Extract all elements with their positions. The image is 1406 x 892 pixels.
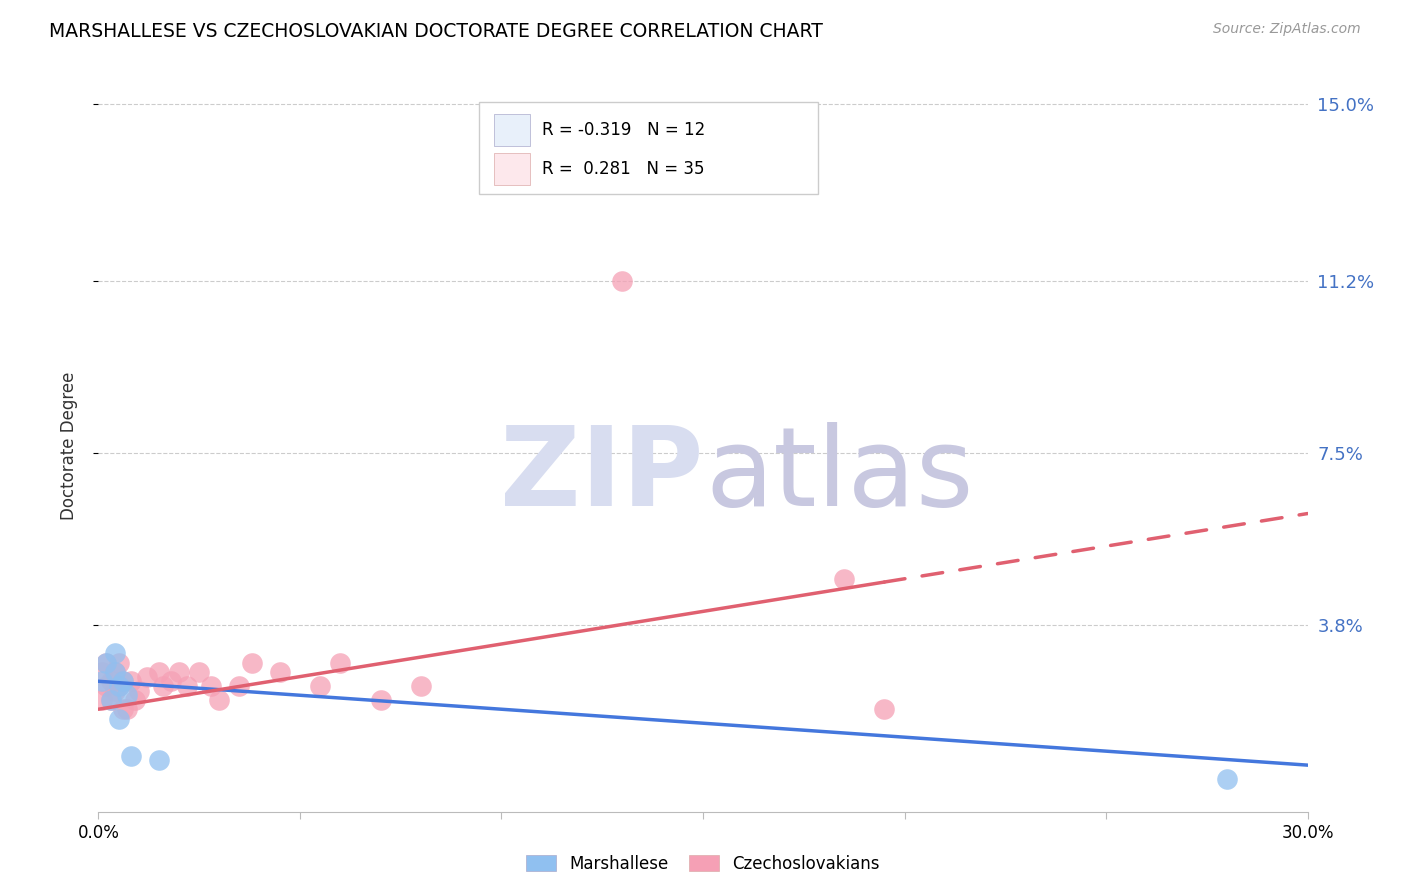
Point xyxy=(124,693,146,707)
Point xyxy=(370,693,392,707)
Point xyxy=(96,679,118,693)
Point xyxy=(107,712,129,726)
Point xyxy=(103,683,125,698)
Point xyxy=(103,665,125,679)
Text: R =  0.281   N = 35: R = 0.281 N = 35 xyxy=(543,160,704,178)
Point xyxy=(240,656,263,670)
Text: atlas: atlas xyxy=(706,422,974,529)
Point xyxy=(120,748,142,763)
Point xyxy=(309,679,332,693)
Point xyxy=(176,679,198,693)
Point xyxy=(612,274,634,288)
Point xyxy=(329,656,352,670)
Legend: Marshallese, Czechoslovakians: Marshallese, Czechoslovakians xyxy=(520,848,886,880)
Point xyxy=(200,679,222,693)
Text: Source: ZipAtlas.com: Source: ZipAtlas.com xyxy=(1213,22,1361,37)
Point xyxy=(115,702,138,716)
Text: R = -0.319   N = 12: R = -0.319 N = 12 xyxy=(543,121,706,139)
Point xyxy=(107,656,129,670)
FancyBboxPatch shape xyxy=(494,114,530,146)
Point xyxy=(91,693,114,707)
Point xyxy=(111,674,134,689)
FancyBboxPatch shape xyxy=(479,103,818,194)
Point xyxy=(167,665,190,679)
Point xyxy=(1216,772,1239,786)
Point xyxy=(228,679,250,693)
Point xyxy=(409,679,432,693)
Point xyxy=(91,665,114,679)
Point xyxy=(188,665,211,679)
Point xyxy=(100,693,122,707)
Text: ZIP: ZIP xyxy=(499,422,703,529)
Text: MARSHALLESE VS CZECHOSLOVAKIAN DOCTORATE DEGREE CORRELATION CHART: MARSHALLESE VS CZECHOSLOVAKIAN DOCTORATE… xyxy=(49,22,823,41)
Point xyxy=(107,679,129,693)
Point xyxy=(91,674,114,689)
FancyBboxPatch shape xyxy=(494,153,530,185)
Point xyxy=(103,665,125,679)
Point xyxy=(208,693,231,707)
Point xyxy=(873,702,896,716)
Point xyxy=(96,656,118,670)
Point xyxy=(269,665,291,679)
Point xyxy=(107,679,129,693)
Point xyxy=(148,754,170,768)
Point xyxy=(96,656,118,670)
Point xyxy=(148,665,170,679)
Point xyxy=(103,646,125,660)
Point xyxy=(128,683,150,698)
Point xyxy=(115,688,138,702)
Point xyxy=(152,679,174,693)
Point xyxy=(111,702,134,716)
Point xyxy=(111,674,134,689)
Point xyxy=(160,674,183,689)
Y-axis label: Doctorate Degree: Doctorate Degree xyxy=(59,372,77,520)
Point xyxy=(832,572,855,586)
Point xyxy=(135,670,157,684)
Point xyxy=(100,674,122,689)
Point xyxy=(100,693,122,707)
Point xyxy=(120,674,142,689)
